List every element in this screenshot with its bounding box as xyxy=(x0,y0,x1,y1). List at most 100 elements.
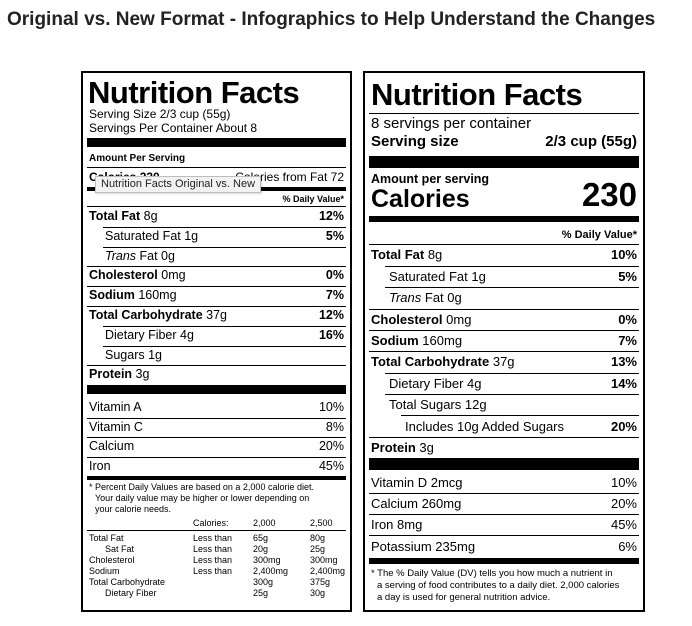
nutrient-name: Dietary Fiber xyxy=(389,376,464,391)
thick-divider xyxy=(369,156,639,168)
nutrient-name: Total Carbohydrate xyxy=(371,354,490,369)
ft-cell: Less than xyxy=(193,544,233,554)
nutrient-amount: Fat 0g xyxy=(139,249,175,263)
nutrient-dv: 16% xyxy=(318,328,344,342)
ft-cell: Cholesterol xyxy=(89,555,135,565)
original-nutrient-row: Trans Fat 0g xyxy=(105,249,344,263)
divider xyxy=(103,346,346,347)
divider xyxy=(385,394,639,395)
original-footnote-line: * Percent Daily Values are based on a 2,… xyxy=(89,482,314,492)
thick-divider xyxy=(87,138,346,147)
divider xyxy=(369,535,639,536)
nutrient-amount: 3g xyxy=(419,440,434,455)
ft-cell: Total Fat xyxy=(89,533,124,543)
original-serving-size: Serving Size 2/3 cup (55g) xyxy=(89,107,231,121)
medium-divider xyxy=(369,216,639,222)
ft-header-calories: Calories: xyxy=(193,518,229,528)
nutrient-name: Trans xyxy=(105,249,137,263)
new-nutrient-row: Total Carbohydrate 37g 13% xyxy=(371,354,637,369)
ft-cell: Less than xyxy=(193,555,233,565)
ft-cell: 2,400mg xyxy=(310,566,346,576)
nutrient-name: Protein xyxy=(89,367,133,381)
nutrient-dv: 5% xyxy=(325,229,344,243)
vitamin-dv: 10% xyxy=(610,475,637,490)
new-nutrition-label: Nutrition Facts 8 servings per container… xyxy=(363,71,645,612)
original-vitamin-row: Vitamin A 10% xyxy=(89,400,344,414)
vitamin-name: Vitamin A xyxy=(89,400,142,414)
new-vitamin-row: Potassium 235mg 6% xyxy=(371,539,637,554)
nutrient-amount: Fat 0g xyxy=(424,290,462,305)
original-vitamin-row: Vitamin C 8% xyxy=(89,420,344,434)
page-title: Original vs. New Format - Infographics t… xyxy=(7,9,656,30)
original-nutrient-row: Sodium 160mg 7% xyxy=(89,288,344,302)
ft-cell: Less than xyxy=(193,533,233,543)
divider xyxy=(87,457,346,458)
new-amount-per-serving: Amount per serving xyxy=(371,172,490,186)
ft-cell: 300g xyxy=(253,577,274,587)
new-daily-value-header: % Daily Value* xyxy=(561,229,637,241)
nutrient-dv: 12% xyxy=(318,308,344,322)
original-nutrition-label: Nutrition Facts Serving Size 2/3 cup (55… xyxy=(81,71,352,612)
nutrient-amount: 8g xyxy=(427,247,443,262)
nutrient-dv: 14% xyxy=(610,376,637,391)
new-label-title: Nutrition Facts xyxy=(371,77,583,112)
ft-cell: 300mg xyxy=(310,555,338,565)
nutrient-amount: 1g xyxy=(184,229,199,243)
original-nutrient-row: Dietary Fiber 4g 16% xyxy=(105,328,344,342)
vitamin-name: Iron xyxy=(89,459,111,473)
divider xyxy=(401,415,639,416)
nutrient-dv: 12% xyxy=(318,209,344,223)
ft-cell: 25g xyxy=(310,544,326,554)
nutrient-amount: 4g xyxy=(180,328,194,342)
new-vitamin-row: Calcium 260mg 20% xyxy=(371,496,637,511)
original-calories-from-fat: Calories from Fat 72 xyxy=(235,170,344,184)
vitamin-name: Iron 8mg xyxy=(371,517,423,532)
original-nutrient-row: Total Carbohydrate 37g 12% xyxy=(89,308,344,322)
nutrient-amount: 160mg xyxy=(138,288,177,302)
original-nutrient-row: Protein 3g xyxy=(89,367,344,381)
nutrient-dv: 0% xyxy=(325,268,344,282)
nutrient-name: Sugars xyxy=(105,348,145,362)
ft-cell: Sodium xyxy=(89,566,120,576)
new-footnote-line: * The % Daily Value (DV) tells you how m… xyxy=(371,568,613,579)
nutrient-name: Cholesterol xyxy=(89,268,158,282)
new-nutrient-row: Protein 3g xyxy=(371,440,637,455)
divider xyxy=(87,266,346,267)
original-nutrient-row: Cholesterol 0mg 0% xyxy=(89,268,344,282)
new-nutrient-row: Cholesterol 0mg 0% xyxy=(371,312,637,327)
nutrient-amount: 0mg xyxy=(161,268,186,282)
nutrient-name: Trans xyxy=(389,290,422,305)
nutrient-name: Total Fat xyxy=(371,247,425,262)
nutrient-name: Saturated Fat xyxy=(389,269,468,284)
new-calories-label: Calories xyxy=(371,185,470,213)
ft-header-2500: 2,500 xyxy=(310,518,333,528)
original-amount-per-serving: Amount Per Serving xyxy=(89,153,186,164)
nutrient-name: Sodium xyxy=(371,333,419,348)
new-vitamin-row: Iron 8mg 45% xyxy=(371,517,637,532)
divider xyxy=(87,306,346,307)
ft-cell: 20g xyxy=(253,544,269,554)
nutrient-name: Dietary Fiber xyxy=(105,328,177,342)
nutrient-name: Sodium xyxy=(89,288,135,302)
new-vitamin-row: Vitamin D 2mcg 10% xyxy=(371,475,637,490)
vitamin-dv: 20% xyxy=(318,439,344,453)
nutrient-name: Saturated Fat xyxy=(105,229,181,243)
vitamin-name: Calcium xyxy=(89,439,135,453)
divider xyxy=(369,351,639,352)
ft-cell: 375g xyxy=(310,577,331,587)
original-vitamin-row: Iron 45% xyxy=(89,459,344,473)
divider xyxy=(103,227,346,228)
nutrient-amount: 4g xyxy=(467,376,482,391)
nutrient-amount: 37g xyxy=(492,354,515,369)
original-nutrient-row: Total Fat 8g 12% xyxy=(89,209,344,223)
nutrient-amount: 160mg xyxy=(422,333,463,348)
divider xyxy=(87,437,346,438)
divider xyxy=(87,418,346,419)
vitamin-dv: 8% xyxy=(325,420,344,434)
nutrient-amount: 0mg xyxy=(446,312,472,327)
vitamin-name: Potassium 235mg xyxy=(371,539,476,554)
divider xyxy=(369,113,639,114)
original-daily-value-header: % Daily Value* xyxy=(282,194,344,204)
new-nutrient-row: Trans Fat 0g xyxy=(389,290,637,305)
original-servings-per-container: Servings Per Container About 8 xyxy=(89,121,258,135)
